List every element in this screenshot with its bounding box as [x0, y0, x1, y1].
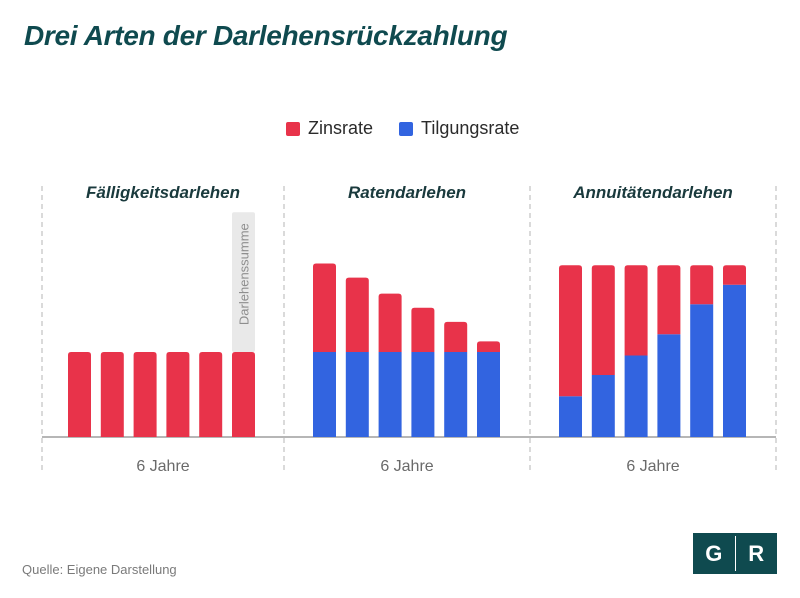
bar-zins-2-0 — [559, 265, 582, 397]
bar-tilgung-1-3 — [411, 352, 435, 437]
bar-zins-0-0 — [68, 352, 91, 437]
bar-zins-0-1 — [100, 352, 124, 437]
bar-zins-1-2 — [378, 293, 402, 352]
panel-title-0: Fälligkeitsdarlehen — [86, 183, 240, 202]
legend-label-tilgungsrate: Tilgungsrate — [421, 118, 520, 138]
bar-tilgung-2-1 — [591, 375, 615, 437]
panel-title-1: Ratendarlehen — [348, 183, 466, 202]
bar-tilgung-2-2 — [624, 355, 648, 437]
bar-tilgung-1-5 — [477, 352, 500, 437]
bar-zins-1-0 — [313, 263, 336, 352]
bar-zins-0-3 — [166, 352, 190, 437]
legend-swatch-zinsrate — [286, 121, 300, 136]
panel-xlabel-2: 6 Jahre — [626, 458, 679, 475]
bar-tilgung-2-4 — [690, 304, 714, 437]
brand-logo: G R — [693, 533, 777, 574]
bar-tilgung-1-1 — [345, 352, 369, 437]
legend: Zinsrate Tilgungsrate — [0, 118, 800, 144]
bar-zins-2-3 — [657, 265, 681, 335]
legend-label-zinsrate: Zinsrate — [308, 118, 374, 138]
logo-divider — [734, 536, 736, 571]
principal-band — [232, 212, 255, 352]
bar-tilgung-1-4 — [444, 352, 468, 437]
bar-zins-2-5 — [723, 265, 746, 285]
bar-zins-1-5 — [477, 341, 500, 352]
bar-tilgung-2-3 — [657, 334, 681, 437]
bar-tilgung-2-0 — [559, 396, 582, 437]
bar-tilgung-1-2 — [378, 352, 402, 437]
bar-zins-0-4 — [199, 352, 223, 437]
bar-zins-2-1 — [591, 265, 615, 376]
panel-title-2: Annuitätendarlehen — [572, 183, 733, 202]
legend-item-zinsrate: Zinsrate — [286, 118, 373, 139]
bar-zins-1-3 — [411, 307, 435, 352]
legend-swatch-tilgungsrate — [399, 121, 413, 136]
logo-letter-right: R — [748, 540, 765, 566]
panel-xlabel-1: 6 Jahre — [380, 458, 433, 475]
panel-xlabel-0: 6 Jahre — [136, 458, 189, 475]
bar-zins-1-1 — [345, 277, 369, 352]
legend-item-tilgungsrate: Tilgungsrate — [399, 118, 519, 139]
logo-letter-left: G — [705, 540, 723, 566]
annotation-darlehenssumme: Darlehenssumme — [237, 223, 252, 325]
bar-zins-1-4 — [444, 321, 468, 352]
bar-zins-2-2 — [624, 265, 648, 356]
bar-zins-0-5 — [232, 352, 255, 437]
bar-tilgung-2-5 — [723, 284, 746, 437]
bar-tilgung-1-0 — [313, 352, 336, 437]
bar-zins-2-4 — [690, 265, 714, 305]
chart-title: Drei Arten der Darlehensrückzahlung — [24, 20, 508, 51]
bar-zins-0-2 — [133, 352, 157, 437]
source-note: Quelle: Eigene Darstellung — [22, 562, 177, 577]
